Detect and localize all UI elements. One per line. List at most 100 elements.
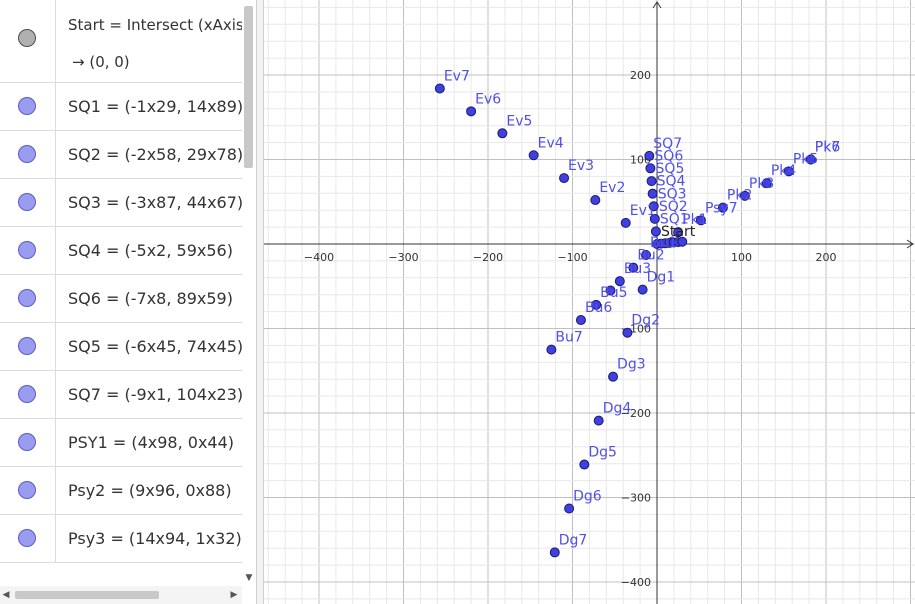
point-pk2 — [717, 202, 728, 213]
point-label-dg6: Dg6 — [573, 488, 602, 504]
point-sq4 — [647, 188, 658, 199]
x-tick-label: −300 — [388, 251, 418, 264]
marble-column — [0, 179, 56, 226]
point-label-bu6: Bu6 — [585, 300, 612, 316]
marble-column — [0, 323, 56, 370]
point-label-dg1: Dg1 — [647, 270, 676, 286]
scroll-down-arrow-icon[interactable]: ▼ — [245, 573, 253, 583]
visibility-toggle-icon[interactable] — [18, 29, 36, 47]
point-bu6 — [575, 315, 586, 326]
point-label-sq4: SQ4 — [657, 174, 686, 190]
visibility-toggle-icon[interactable] — [18, 385, 36, 403]
point-label-pk4: Pk4 — [771, 163, 797, 179]
algebra-definition[interactable]: SQ3 = (-3x87, 44x67) — [68, 193, 242, 212]
algebra-item[interactable]: PSY1 = (4x98, 0x44) — [0, 419, 242, 467]
algebra-list: Start = Intersect (xAxis, yAxis) → (0, 0… — [0, 0, 242, 563]
view-divider[interactable] — [256, 0, 264, 604]
point-dg5 — [579, 459, 590, 470]
point-label-bu1: Bu1 — [650, 235, 677, 251]
point-label-sq1: SQ1 — [660, 211, 689, 227]
algebra-item[interactable]: SQ7 = (-9x1, 104x23) — [0, 371, 242, 419]
point-pk3 — [739, 190, 750, 201]
point-bu4 — [605, 285, 616, 296]
point-bu1 — [641, 249, 652, 260]
y-axis-arrow-icon — [652, 1, 662, 9]
algebra-definition[interactable]: Psy3 = (14x94, 1x32) — [68, 529, 242, 548]
point-sq7 — [644, 150, 655, 161]
point-bu2 — [628, 262, 639, 273]
point-pk7 — [805, 154, 816, 165]
point-label-dg7: Dg7 — [559, 532, 588, 548]
point-label-sq6: SQ6 — [654, 148, 683, 164]
point-label-sq5: SQ5 — [656, 161, 685, 177]
point-label-sq2: SQ2 — [659, 199, 688, 215]
algebra-definition[interactable]: SQ7 = (-9x1, 104x23) — [68, 385, 242, 404]
point-label-dg2: Dg2 — [631, 313, 660, 329]
marble-column — [0, 227, 56, 274]
scroll-right-arrow-icon[interactable]: ▶ — [230, 590, 238, 600]
point-label-bu7: Bu7 — [555, 330, 582, 346]
point-dg1 — [637, 284, 648, 295]
algebra-definition[interactable]: SQ6 = (-7x8, 89x59) — [68, 289, 233, 308]
point-pk5 — [783, 166, 794, 177]
point-bu5 — [591, 299, 602, 310]
point-label-pk7: Pk7 — [815, 140, 840, 156]
visibility-toggle-icon[interactable] — [18, 529, 36, 547]
marble-column — [0, 371, 56, 418]
algebra-item[interactable]: SQ2 = (-2x58, 29x78) — [0, 131, 242, 179]
y-tick-label: −300 — [621, 492, 651, 505]
point-label-ev1: Ev1 — [630, 203, 656, 219]
algebra-definition[interactable]: SQ1 = (-1x29, 14x89) — [68, 97, 242, 116]
point-ev3 — [559, 173, 570, 184]
point-sq6 — [645, 163, 656, 174]
algebra-definition[interactable]: SQ5 = (-6x45, 74x45) — [68, 337, 242, 356]
visibility-toggle-icon[interactable] — [18, 337, 36, 355]
horizontal-scroll-thumb[interactable] — [15, 591, 159, 599]
algebra-item[interactable]: SQ4 = (-5x2, 59x56) — [0, 227, 242, 275]
visibility-toggle-icon[interactable] — [18, 145, 36, 163]
visibility-toggle-icon[interactable] — [18, 433, 36, 451]
marble-column — [0, 131, 56, 178]
point-dg7 — [549, 547, 560, 558]
algebra-item[interactable]: SQ3 = (-3x87, 44x67) — [0, 179, 242, 227]
algebra-definition[interactable]: Psy2 = (9x96, 0x88) — [68, 481, 232, 500]
x-tick-label: −200 — [473, 251, 503, 264]
point-label-ev7: Ev7 — [444, 69, 470, 85]
algebra-item[interactable]: Psy3 = (14x94, 1x32) — [0, 515, 242, 563]
visibility-toggle-icon[interactable] — [18, 97, 36, 115]
graphics-canvas[interactable]: −400 −300 −200 −100 100 200200100−100−200−300… — [264, 0, 915, 604]
x-tick-label: −400 — [304, 251, 334, 264]
point-label-ev3: Ev3 — [568, 158, 594, 174]
algebra-item[interactable]: SQ6 = (-7x8, 89x59) — [0, 275, 242, 323]
visibility-toggle-icon[interactable] — [18, 481, 36, 499]
algebra-item[interactable]: Psy2 = (9x96, 0x88) — [0, 467, 242, 515]
point-sq3 — [648, 201, 659, 212]
visibility-toggle-icon[interactable] — [18, 241, 36, 259]
marble-column — [0, 83, 56, 130]
scroll-left-arrow-icon[interactable]: ◀ — [2, 590, 10, 600]
point-pk1 — [673, 227, 684, 238]
algebra-definition[interactable]: SQ4 = (-5x2, 59x56) — [68, 241, 233, 260]
point-dg6 — [564, 503, 575, 514]
algebra-view: Start = Intersect (xAxis, yAxis) → (0, 0… — [0, 0, 256, 604]
algebra-item[interactable]: SQ1 = (-1x29, 14x89) — [0, 83, 242, 131]
vertical-scroll-thumb[interactable] — [244, 6, 253, 168]
x-tick-label: 200 — [816, 251, 837, 264]
point-ev4 — [528, 150, 539, 161]
visibility-toggle-icon[interactable] — [18, 193, 36, 211]
point-pk4 — [761, 178, 772, 189]
point-label-bu5: Bu5 — [600, 285, 627, 301]
algebra-item-start[interactable]: Start = Intersect (xAxis, yAxis) → (0, 0… — [0, 0, 242, 83]
algebra-definition[interactable]: SQ2 = (-2x58, 29x78) — [68, 145, 242, 164]
algebra-definition[interactable]: Start = Intersect (xAxis, yAxis) — [68, 16, 242, 34]
point-label-sq7: SQ7 — [653, 136, 682, 152]
point-label-dg3: Dg3 — [617, 357, 646, 373]
algebra-item[interactable]: SQ5 = (-6x45, 74x45) — [0, 323, 242, 371]
algebra-definition[interactable]: PSY1 = (4x98, 0x44) — [68, 433, 235, 452]
graphics-view[interactable]: −400 −300 −200 −100 100 200 200 100 −100 −200 −300… — [264, 0, 915, 604]
point-label-ev5: Ev5 — [506, 113, 532, 129]
point-label-psy7: Psy7 — [705, 200, 738, 216]
point-dg2 — [622, 327, 633, 338]
visibility-toggle-icon[interactable] — [18, 289, 36, 307]
point-label-ev4: Ev4 — [538, 135, 564, 151]
